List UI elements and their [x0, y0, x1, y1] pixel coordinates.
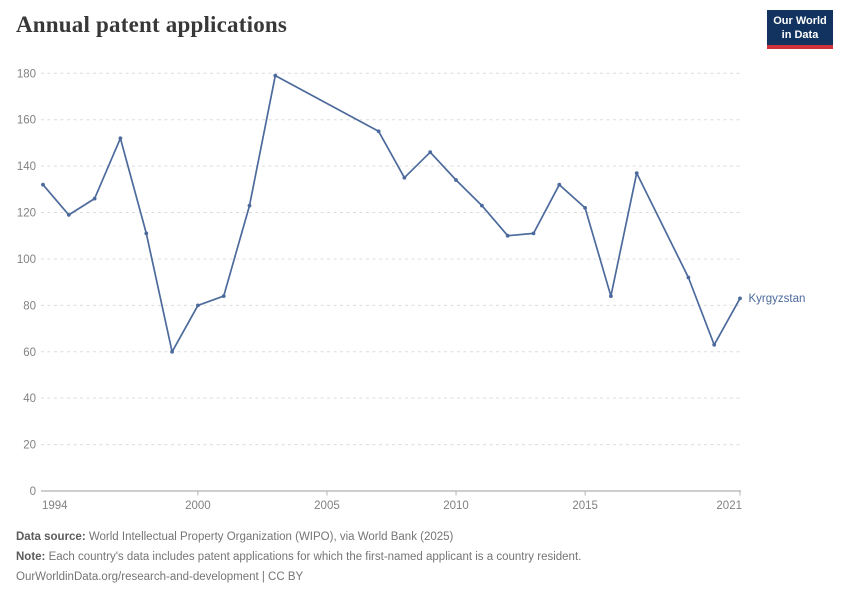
data-point-markers	[41, 73, 742, 354]
data-point-1996[interactable]	[92, 196, 97, 201]
data-point-2003[interactable]	[273, 73, 278, 78]
note-label: Note:	[16, 551, 46, 563]
y-axis-labels: 0 20 40 60 80 100 120 140 160 180	[17, 68, 36, 498]
x-axis-label-1994: 1994	[42, 500, 68, 512]
y-axis-label-140: 140	[17, 161, 36, 173]
x-axis-label-2000: 2000	[185, 500, 211, 512]
data-source-line: Data source: World Intellectual Property…	[16, 527, 836, 547]
data-point-2008[interactable]	[402, 175, 407, 180]
data-point-2013[interactable]	[531, 231, 536, 236]
data-point-1998[interactable]	[144, 231, 149, 236]
data-point-2016[interactable]	[609, 294, 613, 298]
data-source-label: Data source:	[16, 531, 86, 543]
data-point-2009[interactable]	[428, 150, 433, 155]
data-point-1997[interactable]	[118, 136, 123, 141]
data-point-2011[interactable]	[480, 203, 484, 208]
series-entity-label[interactable]: Kyrgyzstan	[749, 293, 806, 305]
y-axis-label-120: 120	[17, 208, 36, 220]
chart-title: Annual patent applications	[16, 12, 288, 37]
data-point-2012[interactable]	[505, 233, 510, 238]
chart-footer: Data source: World Intellectual Property…	[16, 527, 836, 587]
y-axis-label-180: 180	[17, 68, 36, 80]
y-axis-label-60: 60	[23, 347, 36, 359]
x-axis-labels: 1994 2000 2005 2010 2015 2021	[42, 500, 742, 512]
logo-text-line2: in Data	[781, 28, 819, 41]
data-point-2010[interactable]	[454, 178, 458, 182]
data-point-2020[interactable]	[712, 342, 717, 347]
data-point-1994[interactable]	[41, 182, 45, 187]
y-axis-label-0: 0	[30, 486, 36, 498]
data-point-2015[interactable]	[583, 206, 587, 210]
y-axis-label-20: 20	[23, 440, 36, 452]
owid-logo[interactable]: Our World in Data	[767, 10, 833, 49]
x-axis-label-2021: 2021	[716, 500, 742, 512]
x-axis-label-2005: 2005	[314, 500, 340, 512]
data-source-text: World Intellectual Property Organization…	[85, 531, 454, 543]
data-point-2019[interactable]	[686, 275, 691, 280]
y-axis-label-160: 160	[17, 115, 36, 127]
note-line: Note: Each country's data includes paten…	[16, 547, 836, 567]
data-point-1999[interactable]	[170, 349, 175, 354]
gridlines	[41, 72, 741, 446]
data-point-2002[interactable]	[247, 203, 252, 208]
data-point-2001[interactable]	[221, 294, 226, 298]
x-axis-label-2010: 2010	[443, 500, 469, 512]
logo-text-line1: Our World	[773, 15, 827, 27]
data-point-2000[interactable]	[196, 303, 200, 308]
data-point-2014[interactable]	[557, 182, 562, 187]
series-line-kyrgyzstan[interactable]	[42, 74, 741, 353]
x-axis-label-2015: 2015	[572, 500, 598, 512]
x-axis-ticks	[197, 491, 741, 496]
data-point-2017[interactable]	[634, 171, 639, 176]
license-line: OurWorldinData.org/research-and-developm…	[16, 571, 304, 583]
data-point-2021[interactable]	[738, 296, 742, 301]
data-point-1995[interactable]	[66, 213, 71, 217]
note-text: Each country's data includes patent appl…	[45, 551, 582, 563]
y-axis-label-80: 80	[23, 300, 36, 312]
y-axis-label-100: 100	[17, 254, 36, 266]
data-point-2007[interactable]	[376, 129, 381, 134]
y-axis-label-40: 40	[23, 393, 36, 405]
